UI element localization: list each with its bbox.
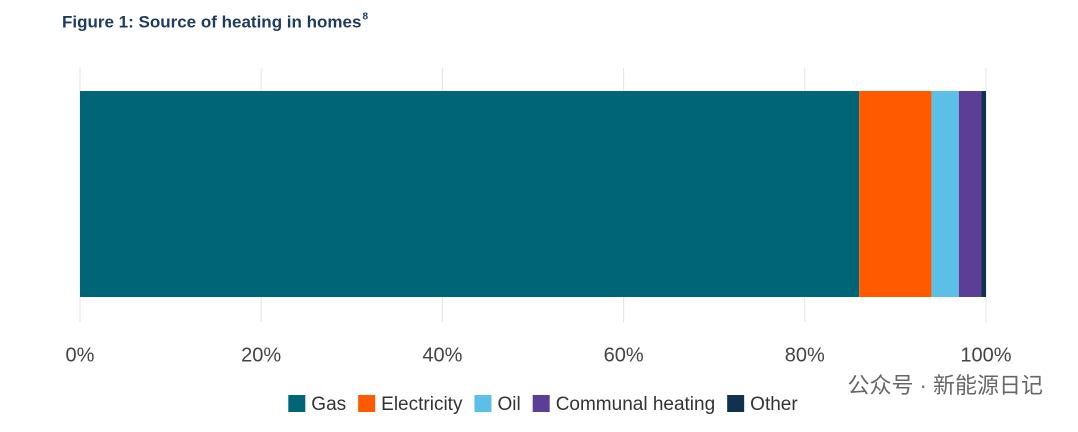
legend-label: Electricity — [381, 394, 463, 415]
legend-swatch — [474, 395, 492, 412]
x-tick-label: 20% — [241, 344, 281, 366]
legend: Gas Electricity Oil Communal heating Other — [288, 394, 798, 415]
watermark: 公众号 · 新能源日记 — [847, 373, 1043, 398]
legend-label: Communal heating — [556, 394, 715, 415]
legend-swatch — [358, 395, 376, 412]
bar-segment — [859, 91, 932, 297]
legend-swatch — [532, 395, 550, 412]
legend-label: Other — [750, 394, 798, 415]
bar-segment — [958, 91, 982, 297]
x-tick-label: 40% — [422, 344, 462, 366]
title-footnote: 8 — [362, 12, 368, 23]
x-tick-label: 80% — [785, 344, 825, 366]
x-tick-label: 100% — [960, 344, 1011, 366]
x-tick-label: 60% — [604, 344, 644, 366]
x-tick-label: 0% — [66, 344, 95, 366]
bar-segment — [981, 91, 986, 297]
legend-swatch — [727, 395, 745, 412]
chart-title: Figure 1: Source of heating in homes — [62, 12, 361, 31]
bar-segment — [931, 91, 959, 297]
bar-segment — [80, 91, 860, 297]
bars — [80, 91, 986, 297]
legend-label: Oil — [497, 394, 520, 415]
legend-label: Gas — [311, 394, 346, 415]
legend-swatch — [288, 395, 306, 412]
